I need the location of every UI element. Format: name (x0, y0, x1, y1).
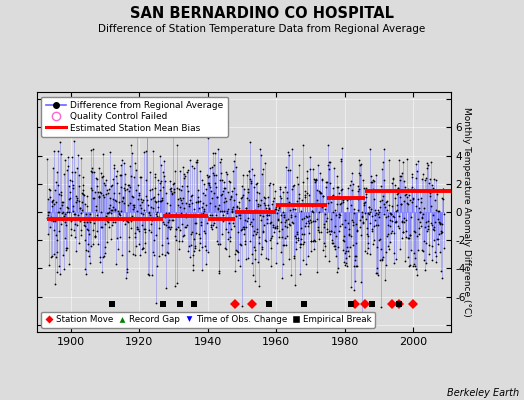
Text: SAN BERNARDINO CO HOSPITAL: SAN BERNARDINO CO HOSPITAL (130, 6, 394, 21)
Y-axis label: Monthly Temperature Anomaly Difference (°C): Monthly Temperature Anomaly Difference (… (463, 107, 472, 317)
Text: Berkeley Earth: Berkeley Earth (446, 388, 519, 398)
Text: Difference of Station Temperature Data from Regional Average: Difference of Station Temperature Data f… (99, 24, 425, 34)
Legend: Station Move, Record Gap, Time of Obs. Change, Empirical Break: Station Move, Record Gap, Time of Obs. C… (41, 312, 375, 328)
